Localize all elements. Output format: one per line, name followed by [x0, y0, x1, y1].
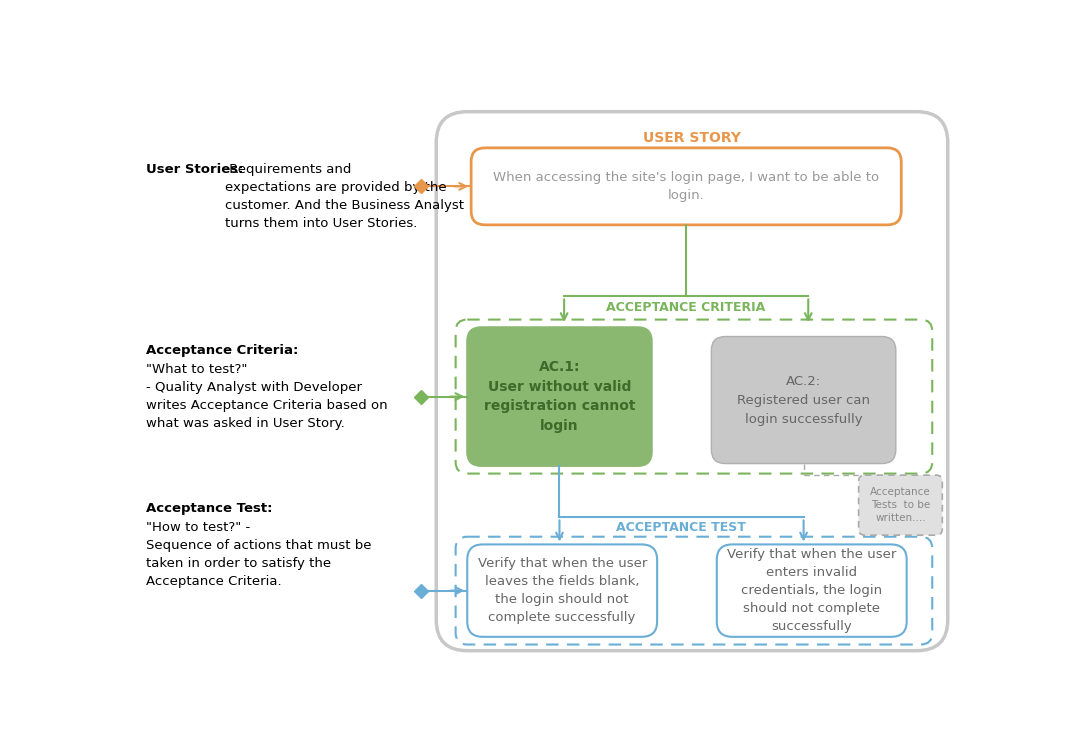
- Text: "What to test?"
- Quality Analyst with Developer
writes Acceptance Criteria base: "What to test?" - Quality Analyst with D…: [146, 363, 387, 430]
- Text: AC.1:
User without valid
registration cannot
login: AC.1: User without valid registration ca…: [483, 360, 636, 433]
- Text: ACCEPTANCE TEST: ACCEPTANCE TEST: [616, 521, 746, 534]
- Text: Acceptance Criteria:: Acceptance Criteria:: [146, 344, 298, 357]
- Text: Requirements and
expectations are provided by the
customer. And the Business Ana: Requirements and expectations are provid…: [225, 163, 464, 231]
- Text: User Stories:: User Stories:: [146, 163, 243, 176]
- FancyBboxPatch shape: [436, 112, 948, 650]
- Text: ACCEPTANCE CRITERIA: ACCEPTANCE CRITERIA: [606, 300, 765, 314]
- FancyBboxPatch shape: [456, 537, 933, 644]
- Text: AC.2:
Registered user can
login successfully: AC.2: Registered user can login successf…: [738, 375, 870, 426]
- Text: When accessing the site's login page, I want to be able to
login.: When accessing the site's login page, I …: [493, 171, 879, 202]
- FancyBboxPatch shape: [456, 320, 933, 474]
- FancyBboxPatch shape: [471, 148, 902, 225]
- Text: Verify that when the user
enters invalid
credentials, the login
should not compl: Verify that when the user enters invalid…: [727, 548, 896, 633]
- Text: Acceptance
Tests  to be
written....: Acceptance Tests to be written....: [870, 487, 930, 523]
- FancyBboxPatch shape: [712, 336, 896, 463]
- Text: USER STORY: USER STORY: [643, 131, 741, 145]
- Text: "How to test?" -
Sequence of actions that must be
taken in order to satisfy the
: "How to test?" - Sequence of actions tha…: [146, 521, 371, 588]
- FancyBboxPatch shape: [859, 475, 942, 535]
- Text: Acceptance Test:: Acceptance Test:: [146, 502, 272, 515]
- Text: Verify that when the user
leaves the fields blank,
the login should not
complete: Verify that when the user leaves the fie…: [477, 557, 646, 624]
- FancyBboxPatch shape: [717, 544, 907, 637]
- FancyBboxPatch shape: [467, 327, 652, 466]
- FancyBboxPatch shape: [467, 544, 657, 637]
